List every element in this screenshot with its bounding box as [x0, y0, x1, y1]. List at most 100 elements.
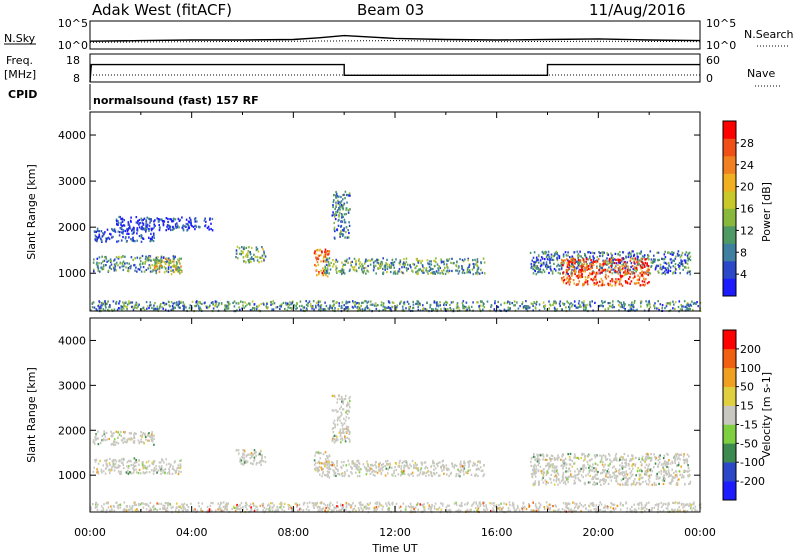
cell — [530, 473, 533, 476]
cell — [217, 502, 219, 505]
cell — [259, 461, 262, 464]
cell — [339, 232, 341, 235]
cell — [168, 472, 171, 475]
cell — [179, 262, 181, 265]
cell — [687, 252, 690, 255]
cell — [432, 308, 435, 311]
cell — [267, 306, 269, 309]
cell — [260, 463, 262, 466]
cell — [148, 439, 150, 442]
cell — [340, 461, 343, 464]
cell — [672, 307, 674, 310]
cell — [574, 270, 576, 273]
cell — [242, 252, 244, 255]
cell — [587, 463, 589, 466]
cell — [112, 229, 115, 232]
cell — [482, 304, 485, 307]
cell — [155, 256, 158, 259]
cell — [684, 266, 686, 269]
cell — [637, 467, 639, 470]
cell — [148, 258, 151, 261]
cell — [403, 301, 406, 304]
cell — [423, 267, 425, 270]
cell — [169, 504, 172, 507]
cell — [387, 472, 389, 475]
cell — [601, 457, 603, 460]
cell — [154, 267, 156, 270]
cell — [591, 478, 593, 481]
cell — [535, 259, 538, 262]
cell — [460, 468, 462, 471]
cell — [672, 259, 674, 262]
cell — [687, 308, 690, 311]
cell — [161, 266, 163, 269]
cell — [319, 306, 322, 309]
cell — [397, 465, 400, 468]
cell — [345, 504, 348, 507]
cell — [142, 432, 145, 435]
cell — [568, 275, 570, 278]
cell — [604, 456, 607, 459]
cell — [537, 258, 539, 261]
nsearch-label: N.Search — [744, 28, 794, 41]
cell — [621, 284, 624, 287]
cell — [508, 308, 511, 311]
cell — [401, 271, 404, 274]
cell — [105, 237, 107, 240]
cell — [606, 252, 608, 255]
cell — [543, 270, 546, 273]
cell — [233, 305, 236, 308]
cell — [649, 303, 651, 306]
cell — [239, 252, 241, 255]
cell — [115, 261, 118, 264]
cell — [435, 301, 438, 304]
cell — [468, 308, 471, 312]
cell — [152, 307, 155, 310]
cell — [642, 459, 645, 462]
cell — [349, 406, 351, 409]
cell — [440, 259, 443, 263]
cell — [228, 302, 231, 306]
cell — [315, 249, 318, 252]
cell — [663, 253, 666, 256]
cell — [532, 465, 535, 468]
colorbar-tick-label: 8 — [740, 246, 747, 259]
cell — [617, 272, 619, 275]
cell — [443, 472, 445, 475]
cell — [436, 308, 439, 311]
cell — [336, 462, 338, 465]
cell — [659, 454, 661, 457]
cell — [670, 261, 673, 264]
cell — [90, 309, 92, 312]
cell — [428, 269, 430, 272]
cell — [682, 455, 685, 458]
cell — [469, 469, 471, 472]
cell — [315, 504, 317, 507]
cell — [101, 268, 103, 271]
cell — [344, 259, 346, 262]
cell — [545, 480, 548, 483]
cell — [307, 304, 309, 307]
cell — [641, 258, 644, 261]
cell — [612, 258, 615, 261]
cell — [692, 308, 694, 312]
cell — [614, 467, 617, 471]
cell — [580, 270, 582, 273]
cell — [253, 253, 255, 256]
cell — [280, 305, 282, 308]
cell — [325, 460, 328, 463]
cell — [145, 220, 148, 223]
cell — [630, 303, 633, 306]
cell — [246, 503, 248, 506]
cell — [336, 211, 339, 214]
cell — [344, 471, 346, 474]
cell — [212, 303, 214, 306]
cell — [462, 269, 465, 272]
cell — [672, 265, 675, 268]
cell — [178, 470, 180, 473]
cell — [276, 306, 279, 309]
cell — [463, 307, 466, 310]
cell — [418, 268, 421, 271]
cell — [358, 266, 360, 269]
cell — [163, 265, 166, 268]
